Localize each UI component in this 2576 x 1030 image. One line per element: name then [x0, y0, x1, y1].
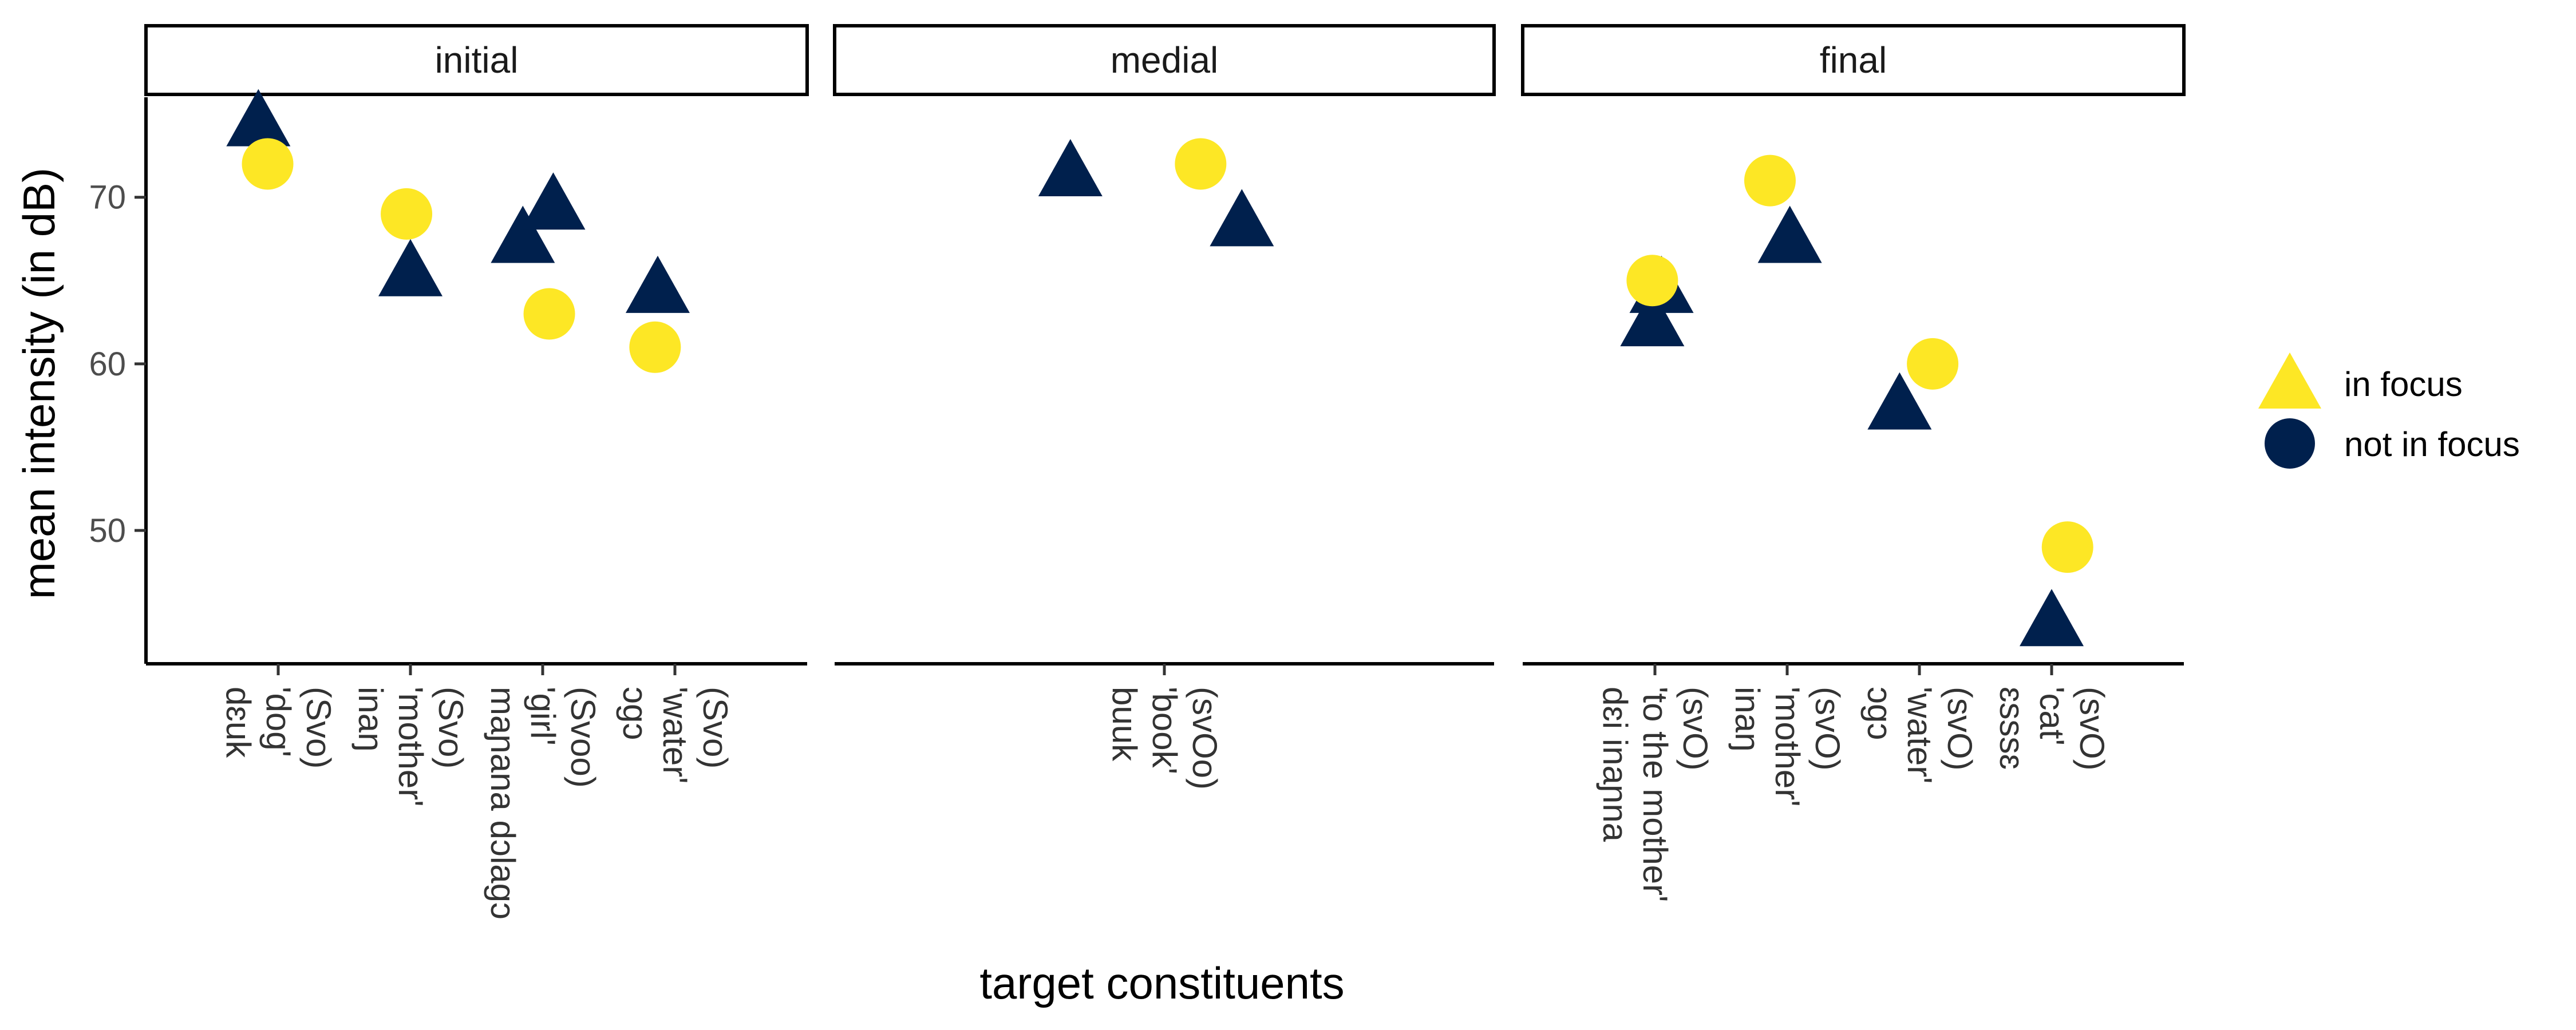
- x-axis-title: target constituents: [979, 958, 1344, 1008]
- legend-label: not in focus: [2344, 425, 2520, 464]
- data-point-circle: [523, 288, 575, 340]
- facet-medial: medial buuk'book'(svOo): [833, 24, 1496, 790]
- x-tick-label-line: dɛuk: [219, 687, 258, 758]
- x-tick-label: inaŋ'mother'(svO): [1728, 687, 1847, 807]
- x-tick-label-line: 'mother': [392, 687, 430, 807]
- x-tick-label: ɔgɔ'water'(svO): [1860, 687, 1979, 784]
- x-tick-label: dɛi inaɲna'to the mother'(svO): [1596, 687, 1714, 902]
- data-point-circle: [1744, 154, 1796, 207]
- y-tick-label: 50: [89, 512, 126, 549]
- x-tick-label-line: 'mother': [1768, 687, 1807, 807]
- y-axis-title: mean intensity (in dB): [14, 168, 64, 599]
- facet-strip-label: final: [1820, 39, 1887, 81]
- data-point-triangle: [1620, 289, 1685, 347]
- x-tick-label-line: (Svoo): [564, 687, 602, 788]
- data-point-circle: [2041, 521, 2093, 573]
- y-tick-label: 70: [89, 179, 126, 216]
- x-tick-label-line: (Svo): [299, 687, 338, 768]
- x-tick-label-line: (Svo): [696, 687, 734, 768]
- x-tick-label-line: (svO): [1941, 687, 1979, 771]
- data-point-circle: [381, 188, 433, 240]
- data-point-triangle: [625, 255, 690, 313]
- data-point-triangle: [1867, 372, 1932, 430]
- legend: in focus not in focus: [2258, 352, 2520, 469]
- data-point-triangle: [2020, 589, 2084, 647]
- x-tick-label-line: (Svo): [432, 687, 470, 768]
- data-point-circle: [242, 138, 294, 190]
- x-tick-label-line: inaŋ: [351, 687, 390, 751]
- legend-triangle-key: [2258, 352, 2321, 409]
- x-tick-label-line: 'water': [1901, 687, 1939, 784]
- facet-strip: [833, 24, 1496, 96]
- data-point-triangle: [521, 172, 586, 230]
- x-tick-label: buuk'book'(svOo): [1105, 687, 1224, 790]
- x-tick-label-line: (svOo): [1186, 687, 1224, 790]
- facet-strip-label: medial: [1111, 39, 1219, 81]
- x-tick-label-line: inaŋ: [1728, 687, 1767, 751]
- x-tick-label-line: (svO): [2073, 687, 2111, 771]
- legend-label: in focus: [2344, 365, 2463, 403]
- x-tick-label-line: maɲana dɔlagɔ: [484, 687, 522, 920]
- data-point-circle: [1907, 338, 1959, 390]
- x-tick-label-line: dɛi inaɲna: [1596, 687, 1634, 842]
- legend-item: not in focus: [2265, 418, 2520, 469]
- data-point-triangle: [226, 89, 291, 146]
- data-point-triangle: [491, 205, 555, 263]
- x-tick-label: ɔgɔ'water'(Svo): [616, 687, 734, 784]
- x-tick-label-line: (svO): [1808, 687, 1847, 771]
- y-axis: 50 60 70: [89, 179, 146, 549]
- data-point-triangle: [1210, 189, 1274, 247]
- x-tick-label-line: buuk: [1105, 687, 1144, 762]
- x-tick-label-line: ɔgɔ: [1860, 687, 1899, 740]
- data-point-circle: [629, 321, 681, 373]
- x-tick-label-line: ɔgɔ: [616, 687, 654, 740]
- legend-circle-key: [2265, 418, 2315, 469]
- data-point-triangle: [1038, 139, 1103, 197]
- x-tick-label-line: (svO): [1676, 687, 1714, 771]
- x-tick-label-line: 'water': [656, 687, 694, 784]
- data-point-circle: [1626, 255, 1678, 307]
- x-tick-label: maɲana dɔlagɔ'girl'(Svoo): [484, 687, 602, 920]
- facet-strip: [1521, 24, 2186, 96]
- x-tick-label: inaŋ'mother'(Svo): [351, 687, 470, 807]
- x-tick-label-line: 'to the mother': [1636, 687, 1674, 902]
- data-point-triangle: [1757, 205, 1822, 263]
- x-tick-label-line: 'dog': [259, 687, 298, 757]
- data-point-circle: [1175, 138, 1227, 190]
- legend-item: in focus: [2258, 352, 2463, 409]
- x-tick-label-line: 'cat': [2033, 687, 2071, 746]
- facet-strip: [144, 24, 809, 96]
- x-tick-label-line: 'girl': [524, 687, 562, 746]
- x-tick-label-line: ɛsssɛ: [1993, 687, 2031, 770]
- x-tick-label: dɛuk'dog'(Svo): [219, 687, 338, 768]
- data-point-triangle: [378, 239, 442, 296]
- x-tick-label-line: 'book': [1145, 687, 1184, 774]
- y-tick-label: 60: [89, 346, 126, 383]
- facet-strip-label: initial: [435, 39, 519, 81]
- x-tick-label: ɛsssɛ'cat'(svO): [1993, 687, 2111, 771]
